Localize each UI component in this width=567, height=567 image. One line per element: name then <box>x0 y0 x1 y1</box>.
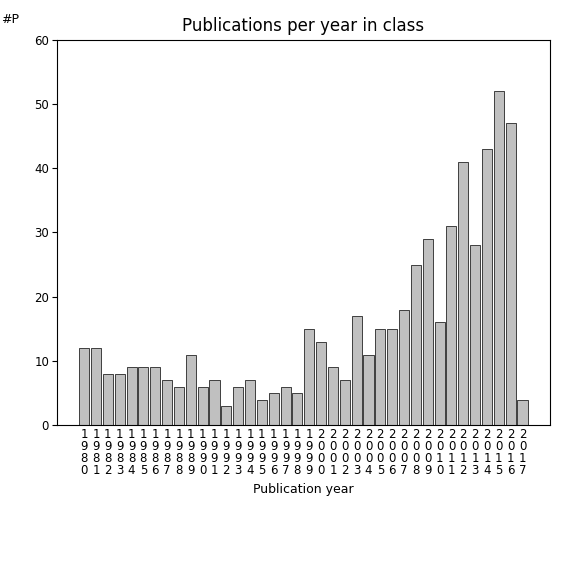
Bar <box>446 226 456 425</box>
Bar <box>316 342 326 425</box>
Text: #P: #P <box>1 13 19 26</box>
Bar <box>174 387 184 425</box>
Bar <box>209 380 219 425</box>
Bar <box>293 393 302 425</box>
Bar <box>198 387 208 425</box>
Bar <box>458 162 468 425</box>
Bar <box>375 329 386 425</box>
Bar <box>257 400 267 425</box>
Bar <box>281 387 291 425</box>
Bar <box>126 367 137 425</box>
Bar <box>470 246 480 425</box>
Bar <box>482 149 492 425</box>
Bar <box>221 406 231 425</box>
Bar <box>494 91 504 425</box>
Bar <box>518 400 527 425</box>
Bar <box>186 354 196 425</box>
Bar <box>103 374 113 425</box>
Bar <box>115 374 125 425</box>
Bar <box>79 348 89 425</box>
Bar <box>506 123 516 425</box>
X-axis label: Publication year: Publication year <box>253 483 354 496</box>
Bar <box>352 316 362 425</box>
Bar <box>150 367 160 425</box>
Bar <box>138 367 149 425</box>
Bar <box>434 323 445 425</box>
Bar <box>245 380 255 425</box>
Bar <box>387 329 397 425</box>
Bar <box>363 354 374 425</box>
Bar <box>304 329 314 425</box>
Bar <box>233 387 243 425</box>
Title: Publications per year in class: Publications per year in class <box>182 18 425 35</box>
Bar <box>340 380 350 425</box>
Bar <box>411 265 421 425</box>
Bar <box>269 393 279 425</box>
Bar <box>423 239 433 425</box>
Bar <box>162 380 172 425</box>
Bar <box>91 348 101 425</box>
Bar <box>399 310 409 425</box>
Bar <box>328 367 338 425</box>
